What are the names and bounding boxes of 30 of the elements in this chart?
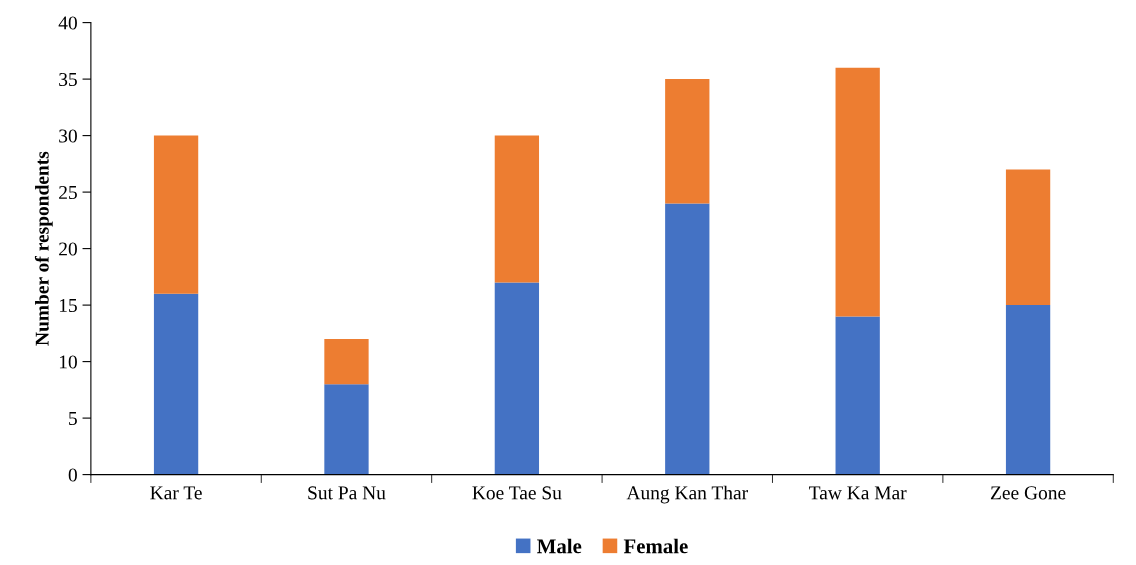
y-tick-label: 25 [59, 185, 77, 200]
x-tick-label: Sut Pa Nu [308, 486, 386, 500]
bar [835, 316, 880, 475]
bar [494, 282, 540, 475]
bar [153, 135, 199, 294]
y-tick-label: 30 [59, 129, 77, 143]
legend-label: Male [537, 538, 582, 554]
bar [1005, 169, 1051, 306]
bar [1005, 305, 1051, 475]
y-tick-label: 40 [58, 16, 77, 30]
y-tick-label: 0 [68, 468, 77, 482]
x-tick-label: Zee Gone [990, 486, 1066, 500]
bar [665, 79, 710, 204]
bar [835, 67, 880, 317]
bar [494, 135, 540, 283]
bar [324, 339, 369, 385]
legend-label: Female [623, 538, 688, 554]
y-tick-label: 5 [69, 412, 77, 426]
bar [153, 293, 199, 475]
x-tick-label: Kar Te [150, 486, 202, 500]
bar [665, 203, 710, 475]
bar [324, 384, 369, 475]
y-axis-title: Number of respondents [34, 151, 53, 346]
y-tick-label: 10 [59, 355, 77, 369]
x-tick-label: Taw Ka Mar [809, 486, 907, 500]
y-tick-label: 20 [59, 242, 77, 256]
y-tick-label: 35 [59, 72, 77, 87]
y-tick-label: 15 [59, 299, 77, 313]
x-tick-label: Koe Tae Su [472, 486, 562, 500]
x-tick-label: Aung Kan Thar [626, 485, 748, 504]
